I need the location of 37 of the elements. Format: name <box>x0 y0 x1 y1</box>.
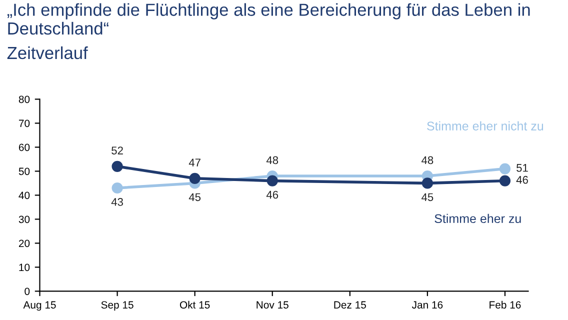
point <box>189 172 200 184</box>
point <box>422 178 433 189</box>
text: Stimme eher zu <box>434 214 521 224</box>
y-tick-label: 10 <box>19 264 30 272</box>
point <box>112 182 123 194</box>
data-label: 43 <box>111 198 123 206</box>
x-tick-label: Sep 15 <box>101 301 134 311</box>
y-tick-label: 80 <box>18 96 30 104</box>
y-tick-label: 60 <box>18 144 30 152</box>
point <box>499 163 511 174</box>
chart-subtitle: Zeitverlauf <box>7 46 88 60</box>
x-tick-label: Nov 15 <box>256 301 288 309</box>
data-label: 48 <box>266 156 278 164</box>
data-label: 52 <box>112 146 123 154</box>
data-label: 46 <box>266 190 278 199</box>
data-label: 45 <box>422 193 434 202</box>
point <box>112 160 123 172</box>
y-tick-label: 0 <box>24 288 30 296</box>
x-tick-label: Aug 15 <box>23 301 56 311</box>
y-tick-label: 40 <box>18 192 30 200</box>
data-label: 48 <box>422 156 434 164</box>
chart-title: „Ich empfinde die Flüchtlinge als eine Bereicherung für das Leben in Deutschland“ <box>7 3 530 35</box>
x-tick-label: Okt 15 <box>180 300 210 309</box>
y-tick-label: 30 <box>18 216 30 224</box>
data-label: 51 <box>516 164 528 172</box>
x-tick-label: Dez 15 <box>334 301 366 309</box>
point <box>499 175 511 186</box>
point <box>266 175 278 186</box>
y-tick-label: 50 <box>18 168 30 176</box>
data-label: 45 <box>188 193 201 202</box>
x-tick-label: Feb 16 <box>490 300 521 309</box>
data-label: 46 <box>516 176 528 184</box>
y-tick-label: 20 <box>18 240 30 248</box>
x-tick-label: Jan 16 <box>412 301 443 309</box>
y-tick-label: 70 <box>18 120 30 128</box>
data-label: 47 <box>188 158 200 166</box>
text: Stimme eher nicht zu <box>427 121 544 130</box>
